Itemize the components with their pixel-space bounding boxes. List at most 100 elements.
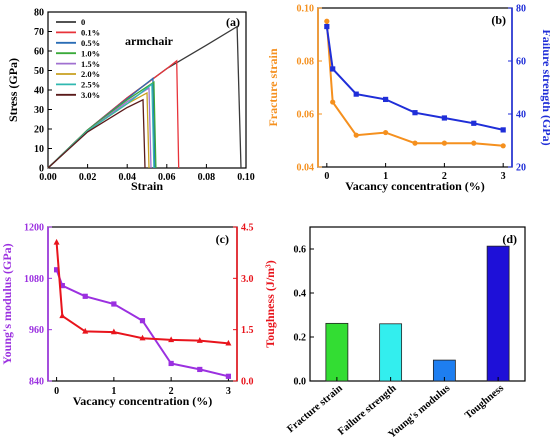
panel-d-ytick-label: 0.2 bbox=[294, 333, 307, 344]
panel-b-point bbox=[441, 115, 447, 121]
panel-c-point bbox=[225, 339, 232, 346]
panel-b-ytick-right-label: 40 bbox=[516, 110, 526, 121]
panel-c-point bbox=[139, 318, 146, 324]
panel-b-tag: (b) bbox=[491, 13, 506, 27]
panel-c-ytick-left-label: 1200 bbox=[24, 223, 44, 234]
panel-c-ylabel-right: Toughness (J/m³) bbox=[263, 260, 277, 348]
panel-b-ytick-right-label: 80 bbox=[516, 4, 526, 15]
panel-c-point bbox=[82, 293, 88, 299]
panel-d-bar bbox=[325, 322, 349, 382]
panel-d-ytick-label: 0.4 bbox=[294, 289, 307, 300]
panel-b-point bbox=[412, 140, 418, 146]
panel-b-point bbox=[353, 132, 359, 138]
panel-a-ytick-label: 40 bbox=[34, 86, 44, 97]
panel-d-frame bbox=[309, 226, 526, 382]
panel-b-ylabel-left: Fracture strain bbox=[266, 48, 280, 126]
panel-c-point bbox=[59, 312, 66, 319]
panel-a-legend-label: 1.0% bbox=[81, 48, 100, 58]
panel-c-point bbox=[168, 336, 175, 343]
panel-d-tag: (d) bbox=[502, 232, 517, 246]
panel-d-bar bbox=[486, 245, 510, 382]
panel-a-ytick-label: 20 bbox=[34, 125, 44, 136]
panel-c-frame bbox=[47, 226, 238, 382]
panel-b-point bbox=[500, 143, 506, 149]
panel-c-xtick-label: 0 bbox=[54, 386, 59, 397]
panel-a-tag: (a) bbox=[226, 15, 240, 29]
panel-b-point bbox=[324, 18, 330, 24]
panel-c-point bbox=[59, 283, 65, 289]
panel-a-legend-label: 2.5% bbox=[81, 80, 100, 90]
panel-a-ytick-label: 70 bbox=[34, 27, 44, 38]
panel-c-point bbox=[53, 238, 60, 245]
panel-c-ytick-left-label: 1080 bbox=[24, 274, 44, 285]
panel-c-point bbox=[82, 327, 89, 334]
panel-a-ytick-label: 80 bbox=[34, 8, 44, 19]
panel-b-point bbox=[383, 96, 389, 103]
panel-d-ytick-label: 0.6 bbox=[294, 245, 307, 256]
panel-c-point bbox=[197, 366, 203, 373]
panel-a-xlabel: Strain bbox=[131, 179, 163, 193]
panel-c-ytick-right-label: 4.5 bbox=[241, 223, 254, 234]
panel-c-xtick-label: 3 bbox=[226, 386, 231, 397]
panel-b-ytick-right-label: 20 bbox=[516, 163, 526, 174]
panel-b-point bbox=[330, 99, 336, 105]
panel-b-ylabel-right: Failure strength (GPa) bbox=[540, 29, 550, 145]
panel-b-point bbox=[471, 120, 477, 126]
panel-a-ytick-label: 50 bbox=[34, 66, 44, 77]
panel-b-point bbox=[412, 110, 418, 116]
panel-d-category-label: Toughness bbox=[463, 383, 506, 422]
panel-a-series-line bbox=[47, 98, 146, 169]
panel-c-ytick-right-label: 3.0 bbox=[241, 274, 254, 285]
panel-a-series-line bbox=[47, 86, 152, 169]
panel-a-legend-label: 0 bbox=[81, 17, 85, 27]
panel-a-xtick-label: 0.04 bbox=[118, 172, 136, 183]
panel-a-ytick-label: 10 bbox=[34, 144, 44, 155]
panel-d-bar bbox=[379, 323, 403, 382]
panel-b-xtick-label: 3 bbox=[501, 171, 506, 182]
panel-a-xtick-label: 0.02 bbox=[79, 172, 97, 183]
panel-b-ytick-left-label: 0.06 bbox=[297, 110, 315, 121]
panel-c-ytick-right-label: 1.5 bbox=[241, 325, 254, 336]
panel-b-xlabel: Vacancy concentration (%) bbox=[345, 179, 485, 193]
panel-a-legend-label: 2.0% bbox=[81, 69, 100, 79]
panel-b-point bbox=[383, 129, 389, 136]
panel-d-ytick-label: 0.0 bbox=[294, 377, 307, 388]
panel-a-annotation: armchair bbox=[125, 34, 174, 48]
panel-a-ylabel: Stress (GPa) bbox=[6, 58, 20, 122]
panel-c-xtick-label: 1 bbox=[111, 386, 116, 397]
panel-b-point bbox=[500, 127, 506, 133]
panel-c-point bbox=[225, 373, 232, 379]
panel-c-xtick-label: 2 bbox=[169, 386, 174, 397]
panel-b-xtick-label: 0 bbox=[324, 171, 329, 182]
panel-c-point bbox=[196, 337, 203, 343]
panel-b-series-line bbox=[325, 26, 504, 131]
panel-c-point bbox=[110, 328, 117, 335]
panel-b-ytick-left-label: 0.10 bbox=[297, 4, 315, 15]
panel-b-point bbox=[324, 23, 330, 30]
panel-a-xtick-label: 0.06 bbox=[158, 172, 176, 183]
panel-b-ytick-left-label: 0.08 bbox=[297, 57, 315, 68]
panel-c-ytick-left-label: 840 bbox=[29, 377, 44, 388]
panel-c-ytick-right-label: 0.0 bbox=[241, 377, 254, 388]
panel-a-legend-label: 0.5% bbox=[81, 38, 100, 48]
panel-a-ytick-label: 30 bbox=[34, 105, 44, 116]
panel-a-legend-label: 0.1% bbox=[81, 28, 100, 38]
panel-a-xtick-label: 0.00 bbox=[39, 172, 57, 183]
panel-c-series-line bbox=[55, 242, 229, 345]
panel-a-xtick-label: 0.10 bbox=[237, 172, 255, 183]
panel-b-ytick-right-label: 60 bbox=[516, 57, 526, 68]
panel-d-category-label: Fracture strain bbox=[285, 383, 345, 435]
panel-c-point bbox=[111, 301, 117, 307]
panel-c: 0 1 2 3 840 960 1080 1200 0.0 1.5 3.0 4.5 Vacancy co… bbox=[0, 223, 277, 409]
panel-b-point bbox=[441, 140, 447, 146]
panel-c-xlabel: Vacancy concentration (%) bbox=[73, 394, 213, 408]
panel-a-legend-label: 1.5% bbox=[81, 59, 100, 69]
panel-b-xtick-label: 1 bbox=[383, 171, 388, 182]
panel-a-series-line bbox=[47, 82, 155, 169]
panel-c-point bbox=[139, 334, 146, 341]
panel-c-ylabel-left: Young's modulus (GPa) bbox=[0, 243, 14, 364]
panel-a-xtick-label: 0.08 bbox=[198, 172, 216, 183]
panel-b-xtick-label: 2 bbox=[442, 171, 447, 182]
panel-c-point bbox=[53, 267, 60, 273]
panel-c-ytick-left-label: 960 bbox=[29, 325, 44, 336]
